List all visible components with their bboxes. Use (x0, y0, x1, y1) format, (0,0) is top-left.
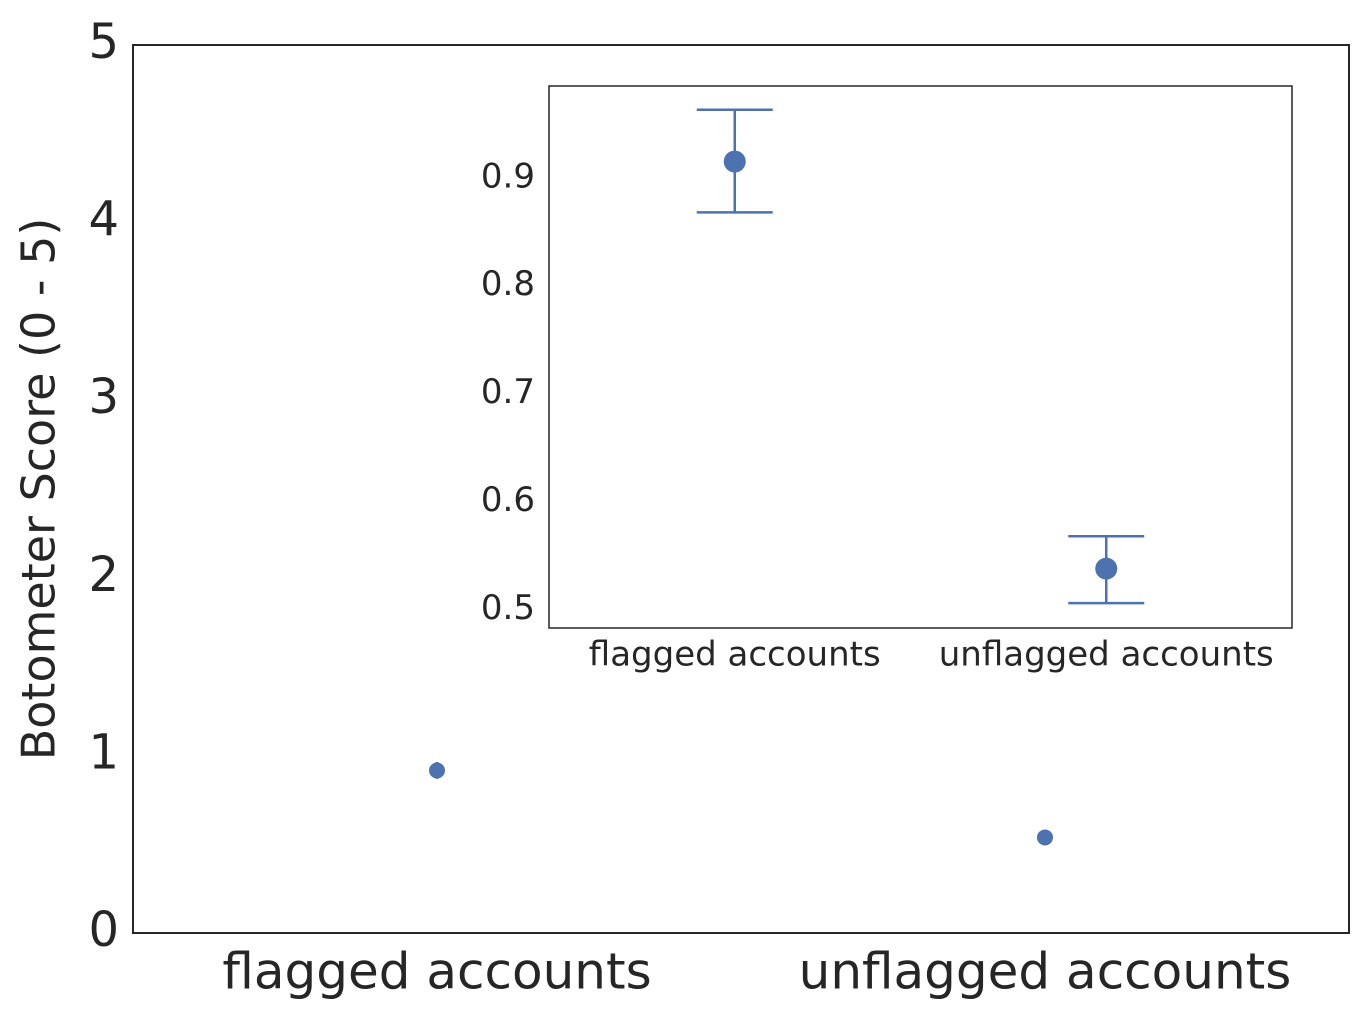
y-tick-label: 3 (88, 369, 119, 425)
point (1037, 829, 1053, 846)
y-tick-label: 0.9 (481, 156, 535, 196)
x-tick-label: unflagged accounts (799, 943, 1292, 1001)
y-tick-label: 0.6 (481, 480, 535, 520)
y-tick-label: 0.8 (481, 264, 535, 304)
x-tick-label: flagged accounts (222, 943, 651, 1001)
y-tick-label: 1 (88, 724, 119, 780)
point (429, 762, 445, 779)
x-tick-label: flagged accounts (589, 635, 881, 675)
y-tick-label: 4 (88, 192, 119, 248)
y-tick-label: 0.7 (481, 372, 535, 412)
y-tick-label: 2 (88, 547, 119, 603)
y-tick-label: 0 (88, 902, 119, 958)
y-tick-label: 0.5 (481, 588, 535, 628)
y-tick-label: 5 (88, 14, 119, 70)
x-tick-label: unflagged accounts (939, 635, 1274, 675)
point (723, 150, 746, 173)
y-axis-label: Botometer Score (0 - 5) (12, 218, 66, 761)
point (1095, 557, 1118, 580)
plot-frame (548, 85, 1293, 629)
